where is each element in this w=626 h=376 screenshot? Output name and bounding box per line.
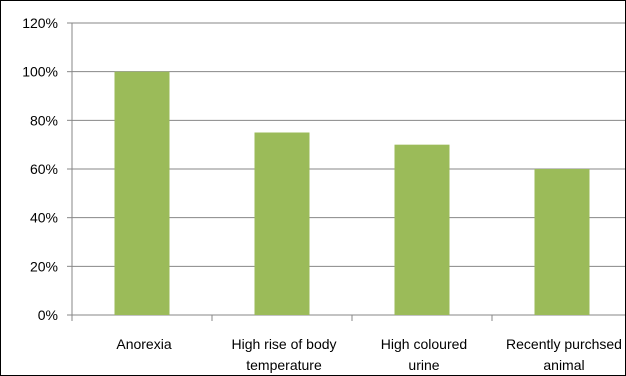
bar xyxy=(394,144,450,315)
y-tick-label: 0% xyxy=(38,307,58,323)
y-tick-label: 120% xyxy=(22,15,58,31)
x-category-label: animal xyxy=(543,357,584,373)
x-category-label: Recently purchsed xyxy=(506,336,622,352)
x-category-label: Anorexia xyxy=(116,336,171,352)
x-category-label: urine xyxy=(408,357,439,373)
y-tick-label: 20% xyxy=(30,258,58,274)
x-category-label: High rise of body xyxy=(231,336,336,352)
bar xyxy=(114,71,170,316)
bar xyxy=(254,132,310,315)
bar xyxy=(534,169,590,315)
y-tick-label: 60% xyxy=(30,161,58,177)
x-category-label: High coloured xyxy=(381,336,467,352)
x-category-label: temperature xyxy=(246,357,322,373)
y-tick-label: 40% xyxy=(30,210,58,226)
y-tick-label: 100% xyxy=(22,64,58,80)
y-tick-label: 80% xyxy=(30,112,58,128)
